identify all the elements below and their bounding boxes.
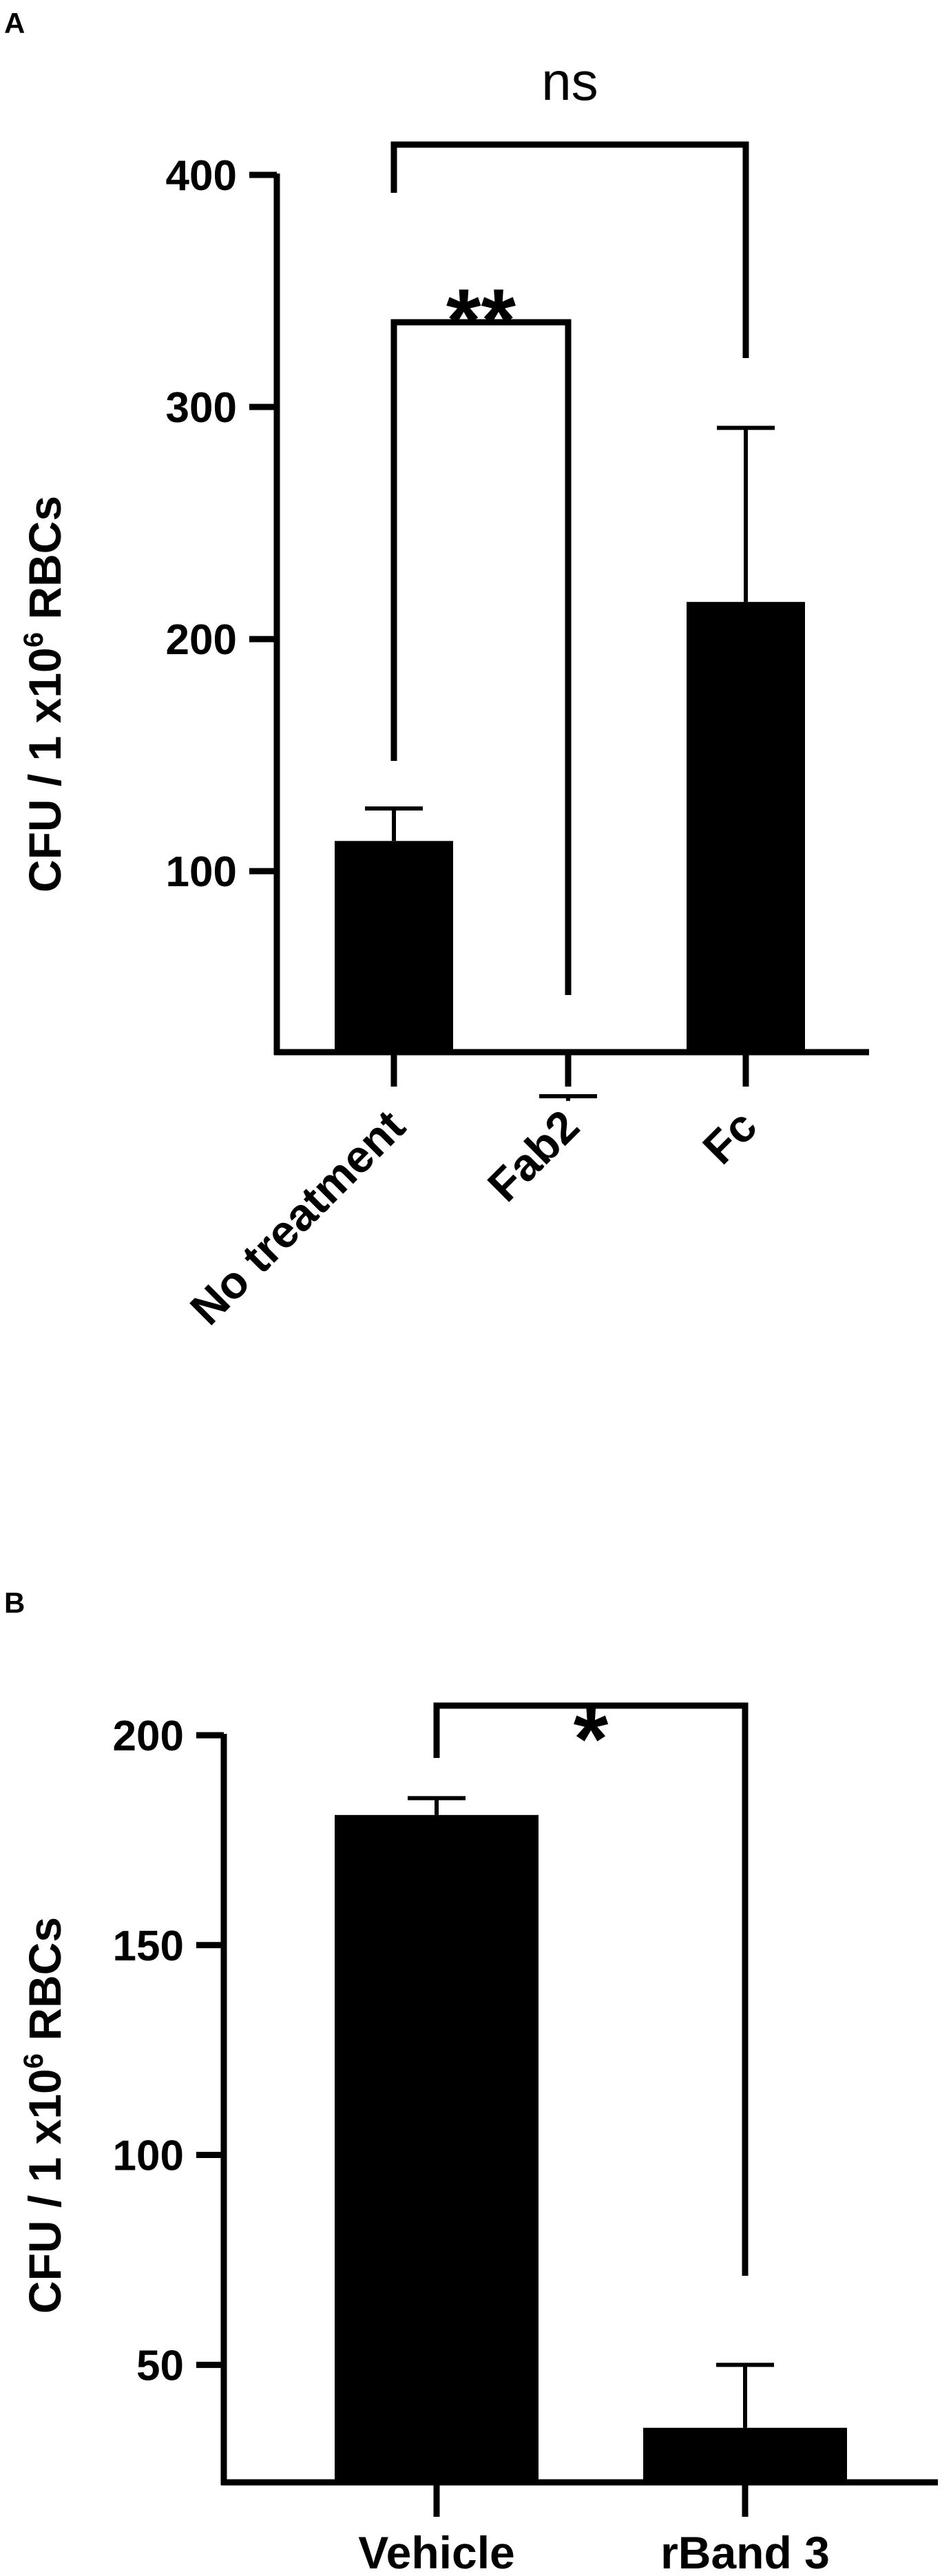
panel-b-significance-label: * [574,1688,609,1789]
panel-a-y-tick-label: 200 [166,616,237,664]
panel-a-significance-label: ** [446,270,516,370]
panel-b-bar [643,2427,847,2482]
panel-a-y-tick-label: 100 [166,848,237,896]
panel-a-plot: 100 200 300 400 No treatment Fab2 Fc ** ns [166,51,869,1334]
panel-a-bar [335,841,453,1052]
panel-b-significance-bracket [433,1702,749,2276]
panel-a-bar [687,602,805,1052]
panel-a-category-label: Fab2 [478,1100,589,1211]
panel-b-y-tick-label: 100 [113,2133,184,2180]
panel-b-category-label: Vehicle [358,2527,515,2576]
panel-b-y-tick-label: 50 [136,2342,184,2389]
panel-b: B CFU / 1 x106 RBCs 50 100 150 200 Vehicle rB… [4,1587,938,2576]
panel-a-significance-label: ns [541,51,598,112]
panel-a-y-tick-label: 400 [166,152,237,200]
panel-a-significance-bracket [390,319,572,995]
panel-b-y-axis-label: CFU / 1 x106 RBCs [19,1917,70,2314]
panel-a-y-axis-label: CFU / 1 x106 RBCs [19,496,70,892]
panel-a-y-tick-label: 300 [166,384,237,432]
panel-b-category-label: rBand 3 [660,2527,830,2576]
panel-b-y-tick-label: 150 [113,1923,184,1970]
panel-a-significance-bracket [390,141,749,358]
panel-b-letter: B [4,1587,25,1619]
panel-a-letter: A [4,7,25,39]
panel-a-category-label: No treatment [180,1100,415,1334]
panel-a-category-label: Fc [693,1100,766,1174]
panel-b-plot: 50 100 150 200 Vehicle rBand 3 * [113,1688,938,2576]
panel-a: A CFU / 1 x106 RBCs 100 200 300 400 No treat… [4,7,869,1334]
panel-b-bar [335,1814,539,2482]
panel-b-y-tick-label: 200 [113,1713,184,1760]
